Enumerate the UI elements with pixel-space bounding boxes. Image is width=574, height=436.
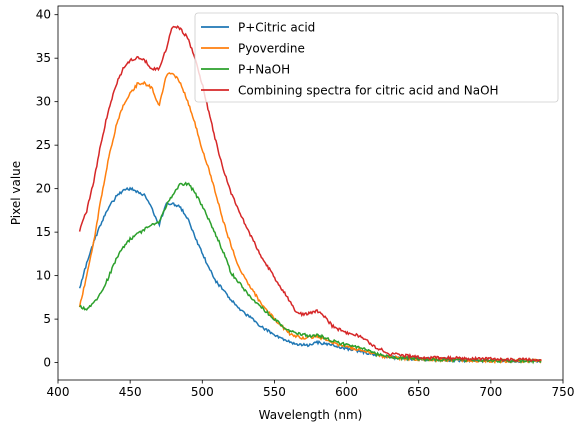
y-tick-label: 15 [36, 225, 51, 239]
x-tick-label: 450 [119, 385, 142, 399]
y-tick-label: 25 [36, 138, 51, 152]
y-axis-label: Pixel value [9, 161, 23, 225]
x-tick-label: 550 [263, 385, 286, 399]
x-tick-label: 500 [191, 385, 214, 399]
series-line [78, 186, 542, 364]
series-line [78, 25, 542, 363]
x-tick-label: 750 [552, 385, 574, 399]
x-axis-label: Wavelength (nm) [259, 408, 363, 422]
legend-entry: P+Citric acid [238, 21, 315, 35]
y-tick-label: 5 [43, 312, 51, 326]
y-tick-label: 40 [36, 8, 51, 22]
x-tick-label: 600 [335, 385, 358, 399]
legend: P+Citric acid Pyoverdine P+NaOH Combining s… [194, 12, 559, 103]
x-tick-label: 700 [479, 385, 502, 399]
x-tick-label: 400 [47, 385, 70, 399]
axis-ticks: 400 450 500 550 600 650 700 750 0 5 10 15 20 25 30 35 40 [36, 8, 574, 399]
y-tick-label: 0 [43, 356, 51, 370]
y-tick-label: 30 [36, 95, 51, 109]
series-lines [78, 25, 542, 365]
y-tick-label: 35 [36, 51, 51, 65]
y-tick-label: 20 [36, 182, 51, 196]
y-tick-label: 10 [36, 269, 51, 283]
series-line [78, 72, 542, 364]
x-tick-label: 650 [407, 385, 430, 399]
legend-entry: Pyoverdine [238, 42, 305, 56]
legend-frame [194, 12, 559, 103]
legend-entry: P+NaOH [238, 63, 290, 77]
plot-frame [57, 5, 564, 381]
legend-entry: Combining spectra for citric acid and Na… [238, 84, 499, 98]
series-line [79, 181, 542, 365]
